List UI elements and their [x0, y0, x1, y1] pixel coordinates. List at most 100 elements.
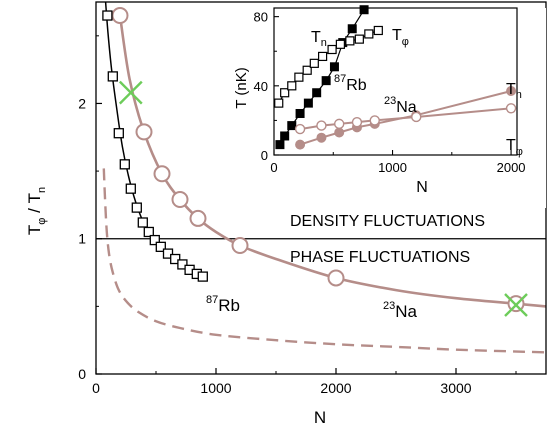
rb-point-6: [137, 217, 148, 228]
inset-point-rb-tphi-2: [287, 81, 297, 91]
inset-point-rb-tn-9: [347, 24, 357, 34]
label-rb-mass: 87: [206, 294, 218, 306]
inset-point-na-tphi-3: [351, 116, 363, 128]
rb-point-15: [197, 271, 208, 282]
inset-point-rb-tphi-3: [294, 72, 304, 82]
inset-chart: 0 1000 2000 0 40 80 Tn Tφ 87Rb 23Na Tn Tφ N T…: [228, 5, 546, 208]
inset-point-rb-tphi-6: [318, 51, 328, 62]
inset-label-tn-rb-sub: n: [321, 37, 327, 49]
inset-x-tick-label-1: 1000: [378, 160, 407, 175]
rb-point-11: [170, 253, 181, 265]
x-tick-label-0: 0: [92, 380, 100, 396]
dashed-curve: [102, 168, 547, 354]
inset-point-rb-tphi-11: [364, 29, 374, 39]
inset-y-axis-label: T (nK): [233, 67, 250, 108]
dashed-curve-path: [102, 168, 547, 354]
inset-point-rb-tphi-8: [335, 39, 345, 49]
main-axis-ticks: 0 1000 2000 3000 0 1 2: [78, 35, 517, 396]
inset-y-tick-label-2: 80: [254, 10, 268, 25]
inset-label-tn-na: Tn: [506, 81, 522, 101]
inset-point-rb-tn-4: [303, 98, 313, 108]
cross-1-b: [504, 293, 528, 317]
inset-point-rb-tn-2: [287, 121, 297, 131]
inset-label-na: 23Na: [384, 95, 417, 116]
y-axis-label-t: T: [25, 225, 44, 235]
inset-point-rb-tphi-1: [280, 88, 290, 98]
inset-point-na-tn-2: [334, 127, 345, 138]
rb-point-3: [119, 159, 130, 170]
rb-point-0: [102, 10, 113, 21]
inset-label-tn-rb: Tn: [311, 29, 327, 49]
y-axis-label: Tφ / Tn: [25, 187, 48, 235]
inset-point-rb-tphi-0: [274, 98, 284, 108]
label-rb-element: Rb: [218, 296, 240, 315]
na-point-2: [153, 165, 171, 183]
rb-point-1: [107, 71, 118, 82]
cross-markers: [118, 80, 528, 317]
inset-point-rb-tn-5: [312, 88, 322, 98]
inset-point-rb-tphi-4: [302, 65, 312, 75]
label-rb-main: 87Rb: [206, 294, 240, 315]
rb-point-4: [125, 183, 136, 194]
x-axis-label: N: [314, 408, 326, 427]
inset-point-rb-tphi-5: [309, 58, 319, 68]
inset-label-rb-element: Rb: [346, 77, 367, 94]
x-tick-label-1: 1000: [200, 380, 231, 396]
inset-point-na-tphi-5: [411, 111, 422, 123]
cross-0-b: [118, 80, 143, 105]
inset-x-axis-label: N: [416, 179, 428, 196]
label-na-main: 23Na: [383, 300, 418, 321]
inset-x-tick-label-2: 2000: [497, 160, 526, 175]
inset-x-tick-label-0: 0: [270, 160, 277, 175]
inset-point-na-tn-1: [316, 132, 327, 143]
inset-point-rb-tphi-10: [354, 34, 364, 44]
inset-background: [228, 8, 546, 208]
inset-label-rb: 87Rb: [334, 73, 367, 94]
inset-point-na-tn-0: [295, 139, 306, 150]
inset-label-tphi-na-sub: φ: [516, 146, 523, 158]
inset-label-tphi-na-t: T: [506, 137, 516, 154]
rb-point-9: [155, 241, 166, 252]
inset-point-na-tn-6: [506, 86, 517, 97]
y-axis-label-n: n: [36, 187, 48, 193]
inset-label-tphi-rb-sub: φ: [402, 36, 409, 48]
inset-plot-frame: [273, 7, 518, 156]
rb-point-10: [162, 248, 174, 259]
inset-label-tn-na-t: T: [506, 81, 516, 98]
annotation-density-fluctuations: DENSITY FLUCTUATIONS: [290, 213, 485, 230]
rb-point-2: [113, 128, 124, 139]
inset-label-na-mass: 23: [384, 95, 396, 107]
inset-point-rb-tphi-7: [327, 44, 337, 55]
na-point-0: [111, 7, 129, 25]
annotation-phase-fluctuations: PHASE FLUCTUATIONS: [290, 249, 470, 266]
inset-label-tphi-rb: Tφ: [392, 27, 409, 48]
inset-series-points: [274, 5, 517, 150]
y-axis-label-sep: / T: [25, 193, 44, 218]
label-na-mass: 23: [383, 300, 395, 312]
na-point-1: [135, 123, 153, 141]
na-point-5: [231, 236, 249, 254]
label-na-element: Na: [395, 302, 417, 321]
rb-point-5: [131, 202, 142, 213]
rb-series-points: [102, 10, 208, 282]
inset-point-na-tphi-1: [316, 120, 327, 131]
inset-label-tn-rb-t: T: [311, 29, 321, 46]
y-tick-label-1: 1: [78, 231, 86, 247]
inset-point-rb-tn-6: [321, 76, 331, 86]
inset-label-tphi-na: Tφ: [506, 137, 523, 158]
na-point-3: [171, 190, 189, 208]
na-point-4: [189, 209, 207, 227]
inset-point-rb-tn-3: [295, 108, 305, 118]
y-tick-label-2: 2: [78, 95, 86, 111]
inset-point-na-tphi-0: [294, 123, 306, 135]
main-chart: 0 1000 2000 3000 0 1 2 DENSITY FLUCTUATIONS PH…: [25, 1, 547, 427]
rb-point-12: [177, 259, 188, 270]
inset-label-na-element: Na: [396, 99, 417, 116]
inset-frame-rect: [273, 7, 518, 156]
x-tick-label-2: 2000: [320, 380, 351, 396]
rb-point-7: [143, 226, 154, 238]
inset-point-rb-tn-0: [275, 140, 285, 150]
inset-label-rb-mass: 87: [334, 73, 346, 85]
inset-point-rb-tn-10: [359, 5, 369, 15]
